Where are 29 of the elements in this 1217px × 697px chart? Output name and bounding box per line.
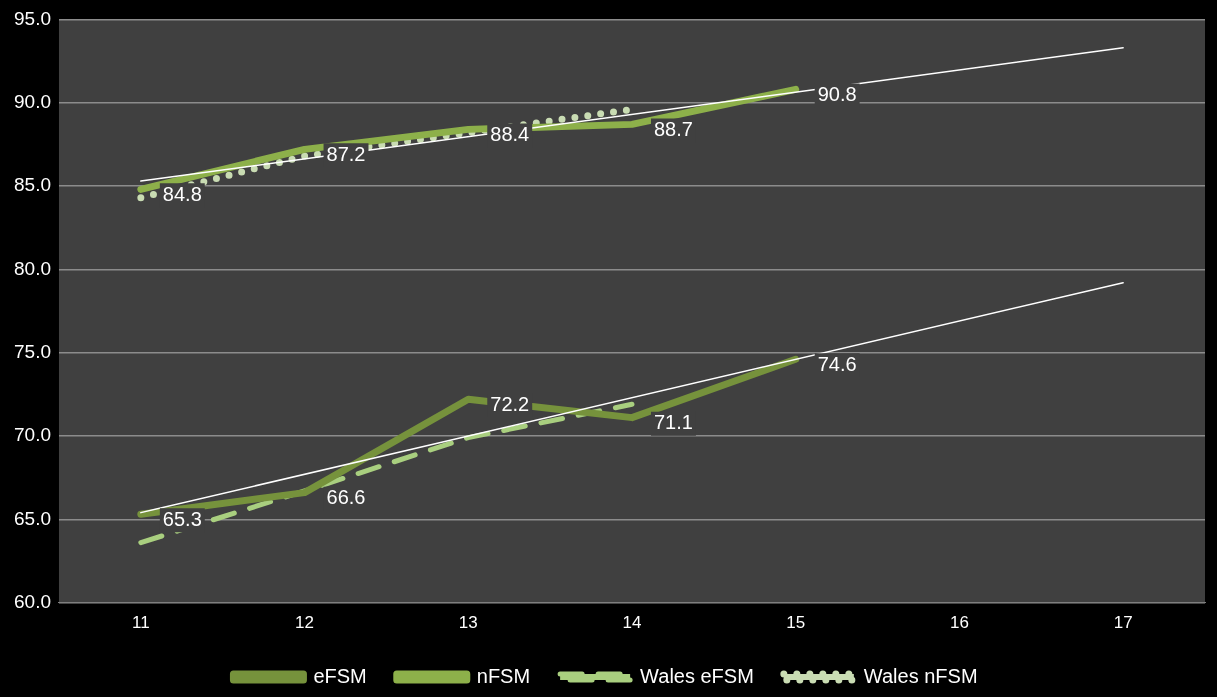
y-tick-label: 70.0 bbox=[14, 424, 51, 446]
y-tick-label: 85.0 bbox=[14, 174, 51, 196]
y-tick-label: 65.0 bbox=[14, 507, 51, 529]
data-label: 72.2 bbox=[490, 392, 530, 415]
x-tick-label: 16 bbox=[949, 613, 969, 633]
x-tick-label: 17 bbox=[1113, 613, 1133, 633]
y-tick-label: 95.0 bbox=[14, 7, 51, 29]
data-label: 65.3 bbox=[162, 507, 202, 530]
x-tick-label: 13 bbox=[458, 613, 478, 633]
y-tick-label: 60.0 bbox=[14, 590, 51, 612]
x-tick-label: 12 bbox=[295, 613, 315, 633]
data-label: 74.6 bbox=[817, 352, 857, 375]
legend-label: Wales eFSM bbox=[640, 664, 754, 687]
data-label: 88.7 bbox=[653, 117, 693, 140]
legend-label: Wales nFSM bbox=[863, 664, 978, 687]
legend-label: nFSM bbox=[476, 664, 531, 687]
data-label: 84.8 bbox=[162, 182, 202, 205]
data-label: 88.4 bbox=[490, 122, 530, 145]
data-label: 71.1 bbox=[653, 411, 693, 434]
x-tick-label: 15 bbox=[786, 613, 806, 633]
legend-label: eFSM bbox=[313, 664, 367, 687]
x-tick-label: 14 bbox=[622, 613, 642, 633]
y-tick-label: 90.0 bbox=[14, 90, 51, 112]
y-tick-label: 75.0 bbox=[14, 340, 51, 362]
data-label: 90.8 bbox=[817, 82, 857, 105]
x-tick-label: 11 bbox=[132, 613, 150, 633]
data-label: 87.2 bbox=[326, 142, 366, 165]
y-tick-label: 80.0 bbox=[14, 257, 51, 279]
data-label: 66.6 bbox=[326, 486, 366, 509]
